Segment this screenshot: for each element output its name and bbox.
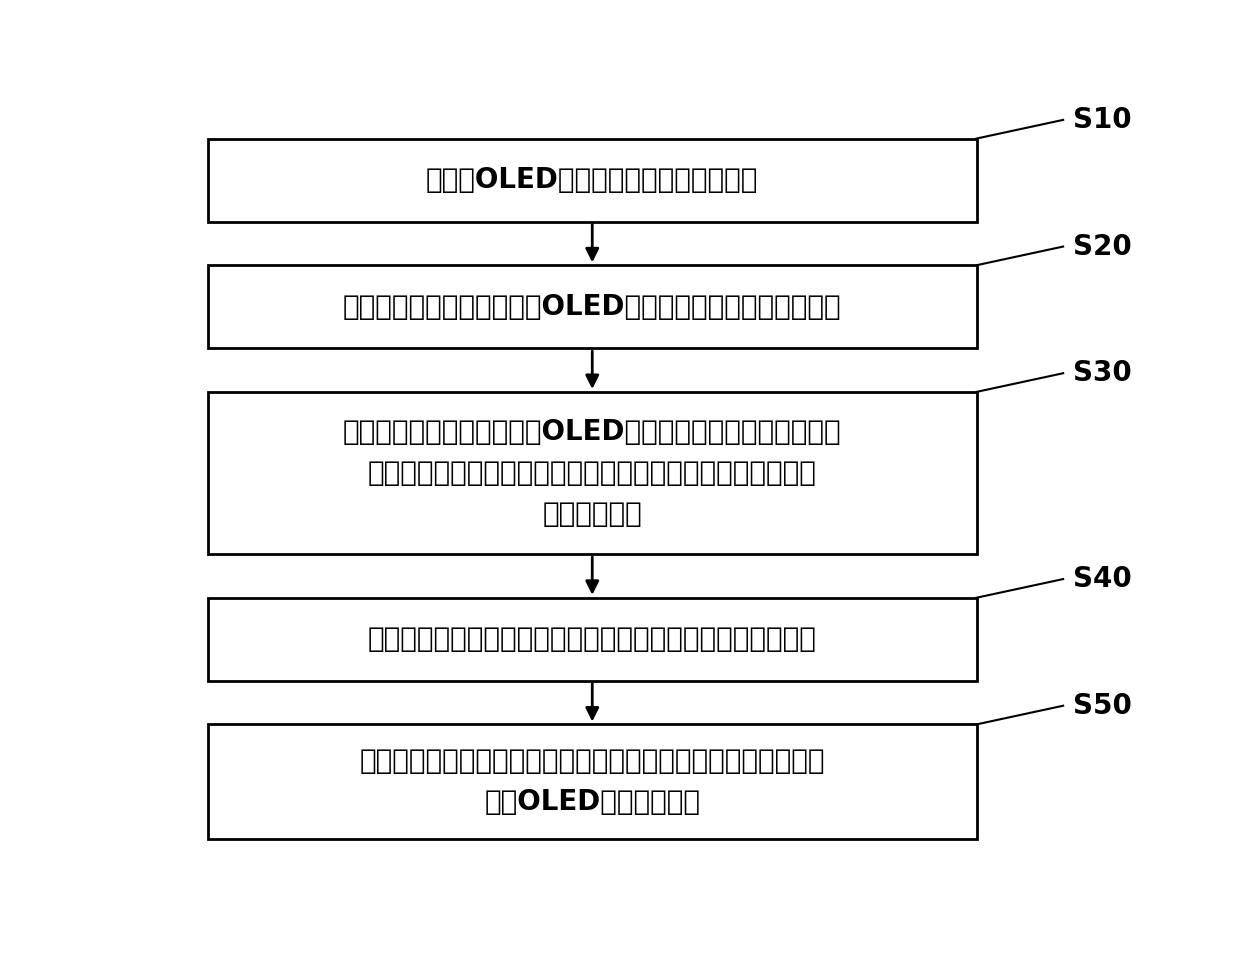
- Text: S30: S30: [1073, 359, 1132, 387]
- Text: 于所述第一无机层背向所述OLED器件的表面沉积第三无机层，
所述第三无机层填充相邻两所述有机柱体的间隙，并覆盖每一
所述有机柱体: 于所述第一无机层背向所述OLED器件的表面沉积第三无机层， 所述第三无机层填充相…: [343, 418, 842, 529]
- Bar: [208, 265, 977, 348]
- Bar: [208, 138, 977, 222]
- Text: 于所述第三无机层背向所述第一无机层的表面沉积有机平坦层: 于所述第三无机层背向所述第一无机层的表面沉积有机平坦层: [368, 625, 817, 653]
- Text: 于所述有机平坦层背向所述第三无机层的表面沉积第二无机层，
得到OLED器件封装结构: 于所述有机平坦层背向所述第三无机层的表面沉积第二无机层， 得到OLED器件封装结…: [360, 747, 825, 816]
- Text: S10: S10: [1073, 106, 1131, 134]
- Text: 于所述OLED器件的表面沉积第一无机层: 于所述OLED器件的表面沉积第一无机层: [427, 166, 759, 195]
- Bar: [208, 724, 977, 839]
- Bar: [208, 392, 977, 554]
- Text: S20: S20: [1073, 232, 1132, 260]
- Text: S40: S40: [1073, 565, 1132, 593]
- Text: 于所述第一无机层背向所述OLED器件的表面沉积多个有机柱体: 于所述第一无机层背向所述OLED器件的表面沉积多个有机柱体: [343, 292, 842, 320]
- Text: S50: S50: [1073, 692, 1132, 720]
- Bar: [208, 597, 977, 681]
